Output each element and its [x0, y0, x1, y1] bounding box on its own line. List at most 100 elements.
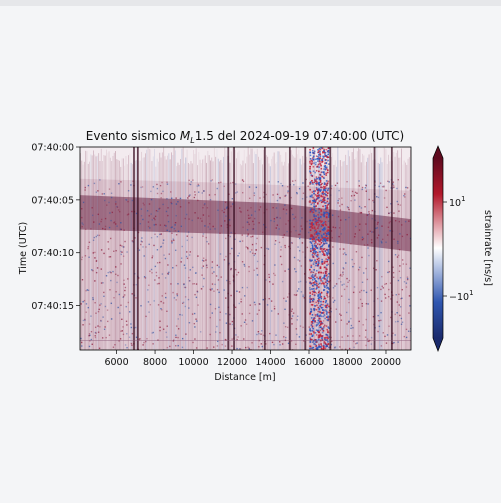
noise-speckle	[295, 328, 298, 330]
noisy-channel-dot	[311, 235, 314, 238]
noise-speckle	[94, 302, 96, 304]
noise-speckle	[218, 306, 220, 309]
noise-speckle	[156, 262, 159, 264]
noisy-channel-dot	[324, 153, 326, 155]
noise-speckle	[147, 221, 150, 223]
trace-streak	[203, 158, 205, 350]
noisy-channel-dot	[313, 233, 316, 235]
noise-speckle	[104, 228, 106, 230]
noisy-channel-dot	[311, 224, 314, 227]
noise-speckle	[120, 304, 122, 306]
noise-speckle	[106, 309, 109, 311]
trace-streak	[346, 164, 348, 350]
noisy-channel-dot	[325, 215, 328, 218]
noise-speckle	[291, 308, 293, 310]
noise-speckle	[409, 189, 411, 192]
noise-speckle	[191, 313, 194, 315]
noise-speckle	[195, 283, 198, 285]
noise-speckle	[103, 252, 105, 255]
noise-speckle	[388, 212, 390, 215]
noisy-channel-dot	[324, 192, 326, 195]
noisy-channel-dot	[318, 308, 321, 311]
noisy-channel-dot	[327, 192, 329, 194]
noise-speckle	[300, 225, 302, 227]
noise-speckle	[220, 225, 222, 227]
noise-speckle	[313, 198, 315, 200]
noisy-channel-dot	[315, 198, 318, 201]
noisy-channel-dot	[322, 197, 325, 200]
noisy-channel-dot	[323, 165, 326, 168]
noisy-channel-dot	[324, 301, 327, 304]
noise-speckle	[140, 208, 143, 210]
noise-speckle	[276, 224, 279, 226]
noisy-channel-dot	[321, 158, 324, 160]
noisy-channel-dot	[326, 213, 328, 216]
noise-speckle	[118, 293, 121, 296]
noise-speckle	[398, 293, 400, 296]
noisy-channel-dot	[327, 253, 329, 255]
noisy-channel-dot	[320, 279, 322, 282]
noise-speckle	[343, 283, 345, 285]
noisy-channel-dot	[323, 173, 326, 176]
noise-speckle	[131, 240, 134, 242]
noisy-channel-dot	[323, 283, 325, 285]
noise-speckle	[104, 305, 107, 308]
noise-speckle	[399, 265, 401, 267]
noise-speckle	[291, 323, 293, 325]
trace-streak	[320, 162, 322, 350]
noise-speckle	[252, 235, 254, 238]
noisy-channel-dot	[327, 214, 330, 217]
noise-speckle	[361, 305, 364, 307]
title-main: Evento sismico	[86, 129, 180, 143]
noise-speckle	[166, 183, 169, 185]
noise-speckle	[112, 346, 115, 348]
noisy-channel-dot	[318, 260, 320, 262]
trace-streak	[345, 154, 347, 350]
noisy-channel-dot	[309, 341, 312, 343]
noisy-channel-dot	[323, 183, 326, 185]
trace-streak	[302, 155, 304, 350]
noisy-channel-dot	[310, 159, 313, 162]
trace-streak	[241, 165, 243, 350]
noise-speckle	[301, 217, 303, 219]
noise-speckle	[377, 297, 379, 300]
noise-speckle	[149, 270, 151, 272]
noise-speckle	[251, 320, 254, 322]
noisy-channel-dot	[319, 181, 322, 183]
noisy-channel-dot	[315, 183, 318, 186]
noise-speckle	[389, 282, 392, 284]
noisy-channel-dot	[324, 228, 326, 230]
noise-speckle	[166, 325, 168, 327]
noise-speckle	[193, 312, 196, 315]
noise-speckle	[181, 314, 183, 316]
noisy-channel-dot	[310, 298, 313, 301]
noisy-channel-dot	[320, 343, 322, 345]
trace-streak	[308, 151, 310, 350]
noise-speckle	[318, 211, 320, 214]
noisy-channel-dot	[321, 306, 324, 309]
noise-speckle	[340, 319, 343, 321]
noisy-channel-dot	[328, 213, 330, 215]
noise-speckle	[139, 222, 142, 225]
noise-speckle	[296, 191, 298, 194]
noise-speckle	[161, 309, 163, 311]
noise-speckle	[177, 318, 179, 320]
noisy-channel-dot	[310, 308, 312, 310]
noise-speckle	[194, 326, 196, 328]
noise-speckle	[376, 223, 379, 225]
noise-speckle	[339, 346, 341, 348]
noise-speckle	[113, 221, 116, 223]
noise-speckle	[272, 194, 274, 196]
noisy-channel-dot	[316, 251, 319, 254]
trace-streak	[211, 157, 213, 350]
noise-speckle	[334, 226, 337, 229]
noisy-channel-dot	[309, 172, 312, 174]
noisy-channel-dot	[326, 232, 328, 235]
noise-speckle	[91, 207, 93, 209]
noise-speckle	[84, 189, 86, 191]
noise-speckle	[401, 297, 403, 300]
noise-speckle	[341, 336, 343, 338]
noisy-channel-dot	[310, 323, 313, 325]
noisy-channel-dot	[325, 166, 328, 169]
trace-streak	[268, 163, 270, 350]
